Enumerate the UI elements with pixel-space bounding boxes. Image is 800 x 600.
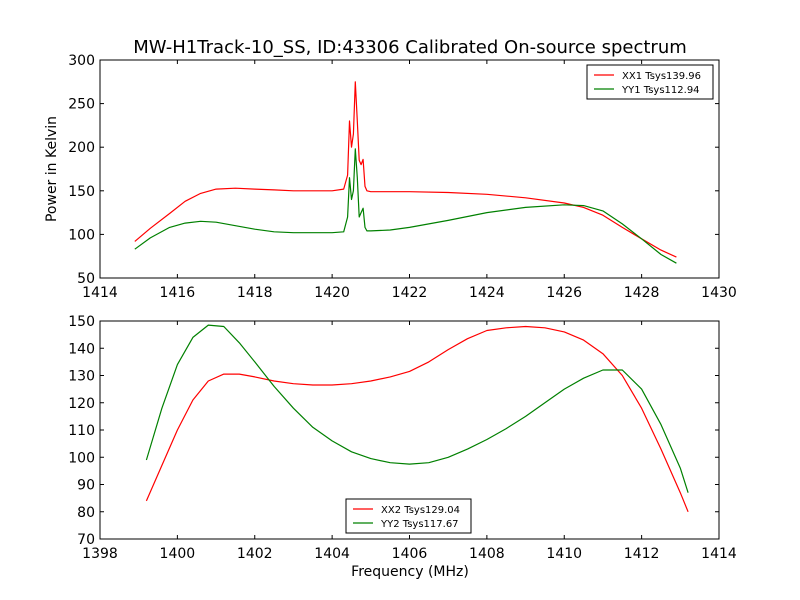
bottom-x-tick-label: 1408 [469,546,505,562]
top-legend-label-2: YY1 Tsys112.94 [621,85,700,96]
top-x-tick-label: 1416 [160,285,196,301]
top-x-tick-label: 1418 [237,285,273,301]
bottom-series-line-1 [145,325,689,513]
bottom-x-axis-label: Frequency (MHz) [351,564,469,580]
top-x-tick-label: 1420 [314,285,350,301]
top-y-axis-label: Power in Kelvin [44,116,60,222]
top-plot: 1414 1416 1418 1420 1422 1424 1426 1428 1430 50 10… [68,53,737,301]
top-y-tick-label: 50 [77,271,95,287]
bottom-series-line-2 [145,324,689,493]
bottom-y-tick-label: 90 [77,478,95,494]
bottom-x-tick-label: 1410 [546,546,582,562]
bottom-y-tick-label: 100 [68,450,95,466]
top-y-tick-label: 150 [68,184,95,200]
bottom-legend-box [345,498,472,534]
bottom-y-tick-label: 80 [77,505,95,521]
top-x-tick-label: 1426 [546,285,582,301]
bottom-x-tick-label: 1402 [237,546,273,562]
bottom-x-tick-label: 1414 [701,546,737,562]
chart-title: MW-H1Track-10_SS, ID:43306 Calibrated On… [133,37,687,58]
bottom-legend-label-1: XX2 Tsys129.04 [381,505,460,516]
top-legend-box [586,64,714,100]
bottom-y-tick-label: 130 [68,369,95,385]
bottom-y-tick-label: 120 [68,396,95,412]
top-series-line-1 [134,81,677,258]
top-y-tick-label: 300 [68,53,95,69]
top-x-tick-label: 1422 [392,285,428,301]
bottom-x-tick-label: 1404 [314,546,350,562]
top-y-tick-label: 100 [68,227,95,243]
bottom-x-tick-label: 1398 [82,546,118,562]
top-y-tick-label: 250 [68,97,95,113]
top-legend-label-1: XX1 Tsys139.96 [622,71,701,82]
bottom-y-tick-label: 110 [68,423,95,439]
top-x-tick-label: 1428 [624,285,660,301]
bottom-x-tick-label: 1406 [392,546,428,562]
top-x-tick-label: 1430 [701,285,737,301]
bottom-y-tick-label: 70 [77,532,95,548]
bottom-x-tick-label: 1412 [624,546,660,562]
bottom-y-tick-label: 150 [68,314,95,330]
top-series-line-2 [134,148,677,264]
top-y-tick-label: 200 [68,140,95,156]
bottom-plot: 1398 1400 1402 1404 1406 1408 1410 1412 1414 70 80… [68,314,737,562]
top-x-tick-label: 1424 [469,285,505,301]
bottom-legend-label-2: YY2 Tsys117.67 [380,519,459,530]
bottom-x-tick-label: 1400 [160,546,196,562]
bottom-y-tick-label: 140 [68,341,95,357]
top-x-tick-label: 1414 [82,285,118,301]
